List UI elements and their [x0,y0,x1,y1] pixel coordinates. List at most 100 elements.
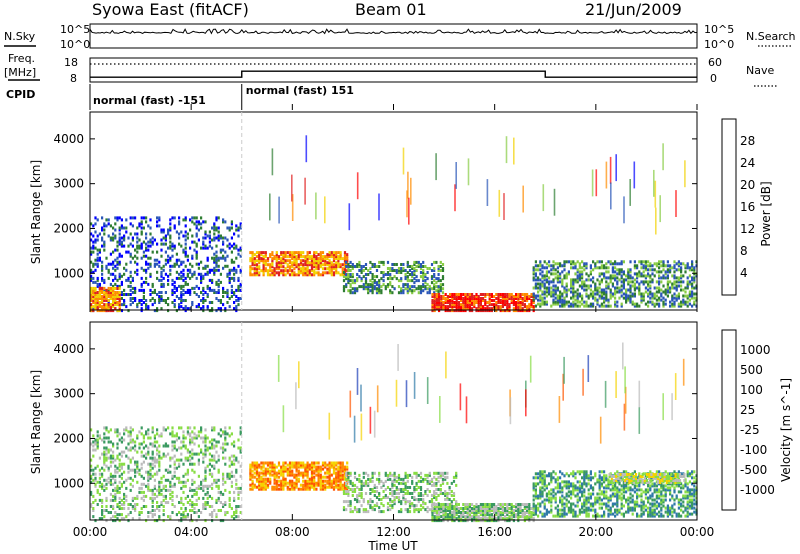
power-echo-cell [249,271,252,275]
velocity-echo-cell [129,488,132,492]
power-echo-cell [532,278,535,282]
velocity-echo-cell [92,472,95,476]
power-echo-cell [94,258,97,262]
power-echo-cell [293,271,296,275]
power-echo-cell [629,280,632,284]
power-echo-cell [275,271,278,275]
power-echo-cell [273,267,276,271]
velocity-echo-cell [136,496,139,500]
power-echo-cell [400,287,403,291]
velocity-echo-cell [397,498,401,501]
velocity-echo-cell [360,486,363,489]
power-echo-cell [532,297,535,300]
power-echo-cell [616,300,619,304]
velocity-echo-cell [237,446,240,450]
velocity-echo-cell [378,477,381,481]
velocity-echo-cell [310,461,314,465]
power-echo-cell [446,299,449,302]
power-echo-cell [319,251,322,255]
power-echo-cell [475,307,478,311]
power-echo-cell [346,269,349,273]
power-echo-cell [118,232,121,236]
velocity-echo-cell [286,467,289,471]
velocity-echo-cell [211,446,214,450]
power-echo-cell [563,302,566,306]
power-echo-cell [534,284,537,288]
power-echo-cell [521,301,524,304]
power-echo-cell [565,300,568,304]
velocity-echo-cell [103,446,106,450]
power-echo-cell [620,262,623,266]
power-echo-cell [636,264,639,268]
power-echo-cell [675,288,678,292]
power-echo-cell [622,282,625,286]
velocity-echo-cell [96,503,99,506]
velocity-echo-cell [395,488,398,491]
velocity-echo-cell [262,483,265,487]
power-echo-cell [493,305,496,309]
velocity-echo-cell [306,463,309,467]
power-echo-streak [454,184,456,212]
velocity-echo-cell [328,479,331,483]
power-echo-cell [618,272,621,276]
velocity-echo-cell [273,475,276,479]
velocity-echo-cell [362,483,365,487]
power-echo-cell [233,293,236,296]
velocity-echo-cell [448,498,451,501]
power-echo-cell [422,279,425,283]
power-echo-cell [347,269,350,272]
power-echo-cell [230,220,233,224]
velocity-echo-cell [282,477,285,481]
power-echo-cell [215,282,218,286]
velocity-echo-cell [299,473,303,477]
power-echo-cell [603,272,606,276]
velocity-echo-cell [224,442,227,446]
power-echo-cell [134,248,137,252]
power-echo-streak [662,143,664,171]
velocity-echo-cell [332,465,336,469]
power-echo-cell [658,262,661,266]
power-echo-cell [362,285,365,289]
power-echo-cell [337,261,340,265]
velocity-echo-cell [120,513,123,517]
power-echo-cell [671,294,674,298]
velocity-echo-cell [356,494,359,497]
velocity-echo-cell [349,479,352,483]
velocity-echo-cell [367,477,370,481]
velocity-echo-cell [134,462,137,466]
power-echo-cell [313,259,316,263]
velocity-echo-cell [258,473,261,477]
velocity-echo-cell [271,461,274,465]
power-echo-cell [666,280,669,284]
power-echo-cell [523,305,526,309]
freq-trace [90,70,697,78]
power-echo-cell [411,289,414,293]
power-echo-cell [397,267,401,270]
power-echo-cell [233,246,236,250]
power-echo-cell [306,263,309,267]
power-echo-cell [293,259,296,263]
power-echo-cell [620,304,623,308]
velocity-echo-cell [171,440,174,444]
power-echo-cell [413,260,416,264]
velocity-echo-cell [362,481,365,485]
velocity-echo-cell [237,496,240,500]
velocity-echo-cell [217,468,220,472]
power-echo-cell [441,277,445,281]
power-echo-cell [600,280,603,284]
velocity-echo-cell [153,444,156,448]
power-echo-cell [631,300,634,304]
power-echo-cell [341,257,344,261]
power-echo-cell [206,286,209,290]
power-echo-cell [655,294,658,298]
power-echo-cell [271,265,274,269]
power-echo-cell [213,268,216,272]
power-echo-cell [349,291,352,295]
power-echo-cell [521,293,524,296]
velocity-echo-cell [382,481,385,485]
velocity-echo-cell [260,465,263,469]
velocity-echo-cell [284,481,287,485]
power-echo-cell [186,272,189,276]
power-echo-cell [118,226,121,230]
power-echo-cell [96,256,99,260]
